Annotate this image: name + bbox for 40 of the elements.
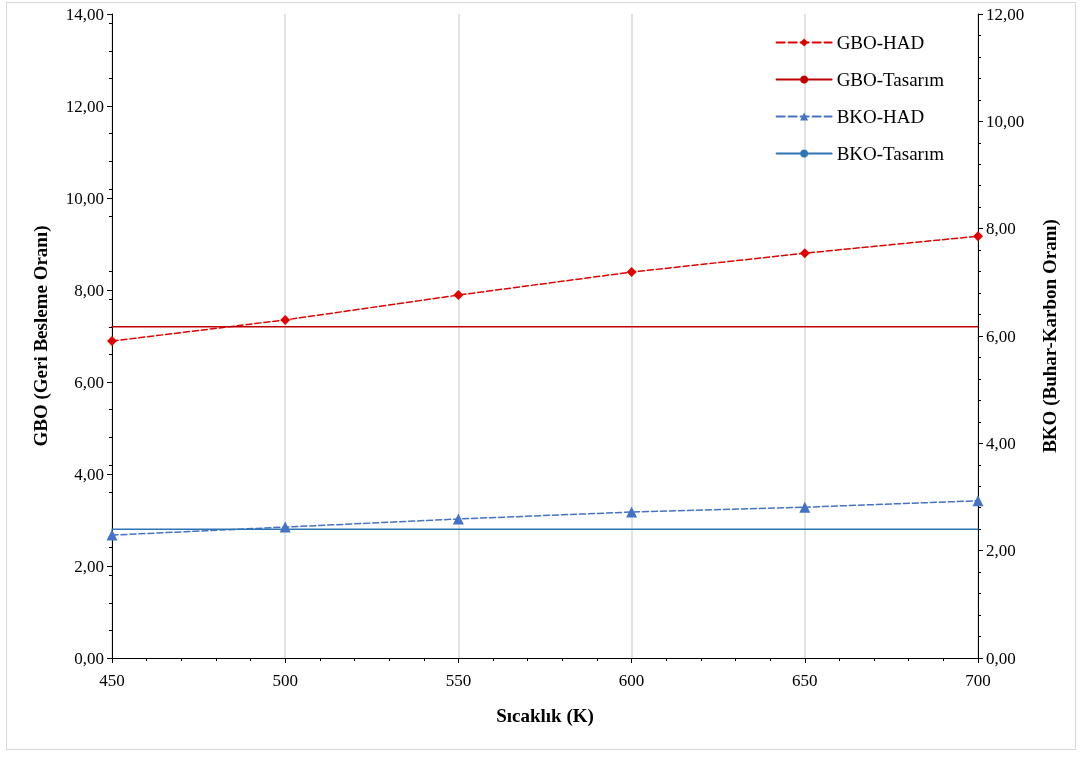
point (453, 290, 464, 301)
point (799, 501, 811, 513)
point (452, 513, 464, 525)
y-tick-label: 0,00 (74, 648, 104, 668)
point (972, 495, 984, 507)
y2-axis-title: BKO (Buhar-Karbon Oranı) (1039, 219, 1061, 453)
y-tick-label: 6,00 (74, 372, 104, 392)
y2-tick-label: 4,00 (986, 433, 1016, 453)
legend-label: BKO-HAD (836, 106, 925, 127)
y-tick-label: 12,00 (65, 96, 104, 116)
x-tick-label: 700 (965, 671, 991, 690)
x-tick-label: 600 (618, 671, 645, 690)
y2-tick-label: 8,00 (986, 219, 1016, 239)
y-tick-label: 2,00 (74, 556, 104, 576)
x-tick-label: 650 (792, 671, 818, 690)
point (106, 529, 118, 541)
point (626, 506, 638, 518)
x-tick-label: 450 (99, 671, 125, 690)
y-tick-label: 10,00 (65, 188, 104, 208)
x-axis-title: Sıcaklık (K) (496, 705, 594, 727)
y-tick-label: 14,00 (65, 4, 104, 24)
y-tick-label: 4,00 (74, 464, 104, 484)
legend-label: GBO-Tasarım (836, 69, 945, 90)
point (107, 336, 117, 347)
y2-tick-label: 2,00 (986, 541, 1016, 561)
point (279, 521, 291, 533)
legend-label: GBO-HAD (836, 32, 925, 53)
point (799, 248, 810, 259)
point (280, 314, 291, 325)
point (973, 231, 983, 242)
legend-label: BKO-Tasarım (836, 143, 945, 164)
point (626, 267, 637, 278)
y2-tick-label: 10,00 (986, 111, 1025, 131)
y2-tick-label: 0,00 (986, 648, 1016, 668)
y2-tick-label: 6,00 (986, 326, 1016, 346)
y-tick-label: 8,00 (74, 280, 104, 300)
y2-tick-label: 12,00 (986, 4, 1025, 24)
x-tick-label: 550 (445, 671, 472, 690)
x-tick-label: 500 (272, 671, 298, 690)
y-axis-title: GBO (Geri Besleme Oranı) (30, 225, 52, 447)
